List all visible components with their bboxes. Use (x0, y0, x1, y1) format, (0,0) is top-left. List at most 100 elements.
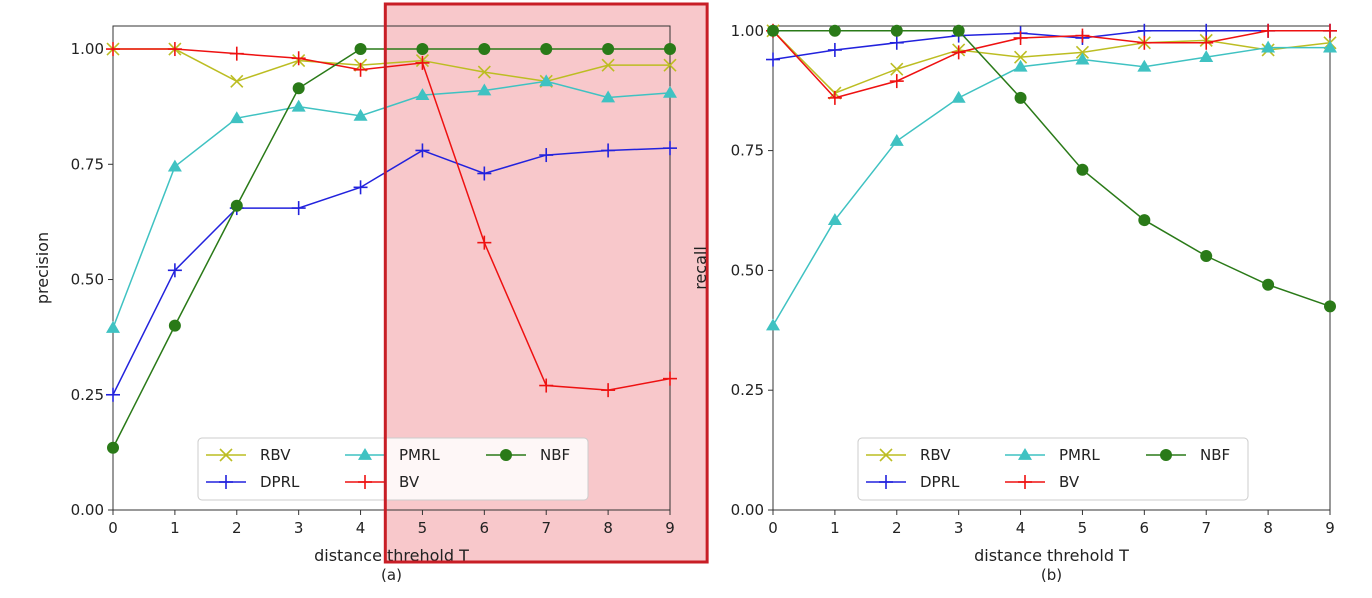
legend-item-pmrl: PMRL (1005, 446, 1100, 464)
x-tick-label: 2 (232, 519, 242, 537)
point-nbf (1262, 278, 1275, 291)
series-line-nbf (773, 30, 1331, 308)
x-tick-label: 8 (1263, 519, 1273, 537)
point-nbf (416, 43, 429, 56)
point-rbv-b (890, 62, 904, 76)
series-pmrl (766, 40, 1337, 331)
point-rbv-b (1013, 50, 1028, 64)
y-tick-label: 1.00 (71, 40, 104, 58)
point-pmrl (601, 90, 616, 103)
x-tick-label: 6 (480, 519, 490, 537)
y-tick-label: 0.75 (71, 155, 104, 173)
series-line-dprl (772, 30, 1330, 61)
y-tick-label: 0.00 (71, 501, 104, 519)
series-line-pmrl (772, 46, 1330, 326)
point-pmrl (415, 88, 430, 101)
point-pmrl (827, 213, 842, 225)
point-pmrl (229, 111, 244, 124)
series-line-pmrl (112, 80, 671, 329)
series-dprl (766, 23, 1337, 67)
series-bv (766, 23, 1337, 105)
point-pmrl (1013, 59, 1028, 72)
point-pmrl (1137, 59, 1152, 72)
highlight-outline (383, 2, 709, 564)
y-tick-label: 0.25 (71, 386, 104, 404)
chart-panel-b: 0.00 0.25 0.50 0.75 1.00 0 1 2 3 4 5 6 7 8 9 distance t… (691, 22, 1337, 584)
y-tick-label: 0.50 (731, 261, 764, 279)
point-rbv-b (1075, 45, 1090, 59)
legend-box (197, 437, 589, 501)
point-pmrl (951, 90, 966, 103)
point-pmrl (167, 159, 182, 172)
series-line-rbv (113, 48, 670, 83)
plot-frame (772, 25, 1331, 511)
legend: RBV DPRL PMRL BV NBF (197, 437, 589, 501)
legend-label: NBF (1200, 446, 1230, 464)
legend-marker-b (219, 448, 233, 462)
legend-item-dprl: DPRL (206, 473, 300, 491)
x-axis-label: distance threhold T (314, 546, 469, 565)
point-nbf (168, 319, 181, 332)
x-tick-label: 0 (768, 519, 778, 537)
point-rbv-b (663, 58, 677, 72)
series-bv (106, 42, 677, 398)
y-tick-label: 0.75 (731, 142, 764, 160)
x-tick-label: 5 (418, 519, 428, 537)
legend-item-nbf: NBF (486, 446, 570, 464)
x-tick-label: 9 (665, 519, 675, 537)
legend-label: PMRL (399, 446, 440, 464)
x-tick-label: 4 (1016, 519, 1026, 537)
point-pmrl (1075, 52, 1090, 65)
x-tick-label: 7 (1201, 519, 1211, 537)
legend-label: RBV (260, 446, 291, 464)
x-tick-label: 5 (1078, 519, 1088, 537)
series-line-rbv (772, 30, 1331, 94)
panel-caption: (a) (381, 566, 402, 584)
series-dprl (106, 141, 677, 402)
point-nbf (828, 24, 841, 37)
legend-label: DPRL (920, 473, 960, 491)
y-axis-label: recall (691, 246, 710, 290)
series-line-bv (113, 48, 671, 391)
point-nbf (1324, 300, 1336, 313)
point-pmrl (477, 83, 492, 96)
y-axis-label: precision (33, 232, 52, 304)
legend-label: NBF (540, 446, 570, 464)
point-pmrl (663, 85, 677, 98)
y-tick-label: 0.00 (731, 501, 764, 519)
point-nbf (230, 199, 243, 212)
point-pmrl (353, 108, 368, 121)
legend-item-pmrl: PMRL (345, 446, 440, 464)
x-tick-label: 7 (541, 519, 551, 537)
series-nbf (767, 24, 1336, 313)
point-pmrl (1323, 40, 1337, 53)
chart-panel-a: 0.00 0.25 0.50 0.75 1.00 0 1 2 3 4 5 6 7 8 9 distance t… (33, 2, 709, 584)
legend-item-bv: BV (1005, 473, 1080, 491)
point-pmrl (291, 99, 306, 112)
point-nbf (1200, 250, 1213, 263)
point-nbf (890, 24, 903, 37)
series-line-dprl (112, 147, 671, 396)
point-rbv-b (601, 58, 615, 72)
series-pmrl (106, 74, 677, 333)
point-rbv-b (477, 65, 491, 79)
legend-marker (1018, 448, 1032, 460)
plot-frame (112, 25, 671, 511)
point-nbf (1138, 214, 1151, 227)
x-tick-label: 3 (954, 519, 964, 537)
legend-item-rbv: RBV (866, 446, 951, 464)
legend-box (857, 437, 1249, 501)
point-nbf (107, 441, 119, 454)
x-tick-label: 1 (170, 519, 180, 537)
series-line-nbf (112, 48, 670, 449)
point-rbv-b (230, 74, 244, 88)
x-tick-label: 0 (108, 519, 118, 537)
legend-label: BV (399, 473, 420, 491)
x-tick-label: 1 (830, 519, 840, 537)
point-nbf (292, 82, 305, 95)
legend-item-dprl: DPRL (866, 473, 960, 491)
legend-marker (358, 448, 372, 460)
legend: RBV DPRL PMRL BV NBF (857, 437, 1249, 501)
point-pmrl (889, 134, 904, 146)
